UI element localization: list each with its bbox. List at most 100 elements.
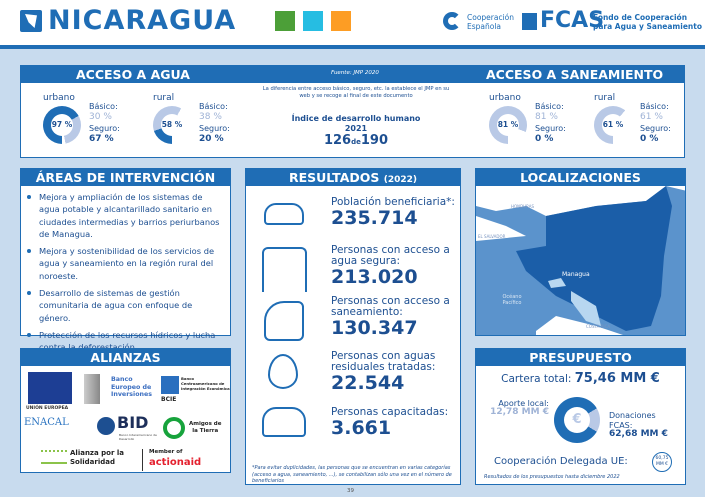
page-title: NICARAGUA	[48, 5, 237, 36]
map-costa-rica	[536, 316, 623, 335]
sdg-3-icon	[275, 11, 295, 31]
amigos-logo: Amigos de la Tierra	[189, 421, 222, 434]
basico-label: Básico:	[199, 102, 228, 111]
resultado-residuales: Personas con aguas residuales tratadas: 2…	[331, 350, 436, 394]
seguro-value: 0 %	[640, 134, 659, 144]
bid-globe-icon	[97, 417, 115, 435]
page-number: 39	[347, 488, 354, 494]
area-label: rural	[594, 93, 616, 103]
sdg-6-icon	[303, 11, 323, 31]
seguro-value: 67 %	[89, 134, 114, 144]
presupuesto-note: Resultados de los presupuestos hasta dic…	[484, 474, 620, 480]
member-of: Member of	[149, 449, 183, 455]
enacal-logo: ENACAL	[24, 417, 69, 428]
resultados-title: RESULTADOS (2022)	[246, 169, 460, 186]
cooperacion-logo: Cooperación Española	[467, 13, 515, 31]
seguro-label: Seguro:	[535, 124, 566, 133]
bei-logo: Banco Europeo de Inversiones	[111, 376, 153, 398]
area-label: rural	[153, 93, 175, 103]
acceso-panel: ACCESO A AGUA Fuente: JMP 2020 ACCESO A …	[20, 65, 685, 158]
resultado-capacitadas: Personas capacitadas: 3.661	[331, 406, 449, 439]
sdg-11-icon	[331, 11, 351, 31]
seguro-value: 0 %	[535, 134, 554, 144]
delegada-value: 60,75 MM €	[652, 452, 672, 472]
cooperacion-delegada: Cooperación Delegada UE:	[494, 456, 628, 467]
seguro-value: 20 %	[199, 134, 224, 144]
resultado-saneamiento: Personas con acceso a saneamiento: 130.34…	[331, 295, 450, 339]
access-donut: 61 %	[594, 106, 632, 144]
access-total: 58 %	[161, 114, 183, 136]
donaciones-fcas: Donaciones FCAS: 62,68 MM €	[609, 411, 668, 439]
alianzas-title: ALIANZAS	[21, 349, 230, 366]
amigos-ring-icon	[163, 417, 185, 439]
jmp-note: La diferencia entre acceso básico, segur…	[262, 86, 450, 99]
basico-value: 81 %	[535, 112, 558, 122]
access-values: Básico: 30 % Seguro: 67 %	[89, 101, 120, 145]
basico-value: 30 %	[89, 112, 112, 122]
map-lake-nicaragua	[571, 291, 601, 326]
access-total: 61 %	[602, 114, 624, 136]
access-donut: 81 %	[489, 106, 527, 144]
bid-sub: Banco Interamericano de Desarrollo	[119, 433, 157, 441]
seguro-label: Seguro:	[199, 124, 230, 133]
map-label-el-salvador: EL SALVADOR	[478, 234, 506, 239]
basico-value: 61 %	[640, 112, 663, 122]
access-values: Básico: 38 % Seguro: 20 %	[199, 101, 230, 145]
aporte-local: Aporte local: 12,78 MM €	[490, 399, 549, 417]
localizaciones-title: LOCALIZACIONES	[476, 169, 685, 186]
seguro-label: Seguro:	[89, 124, 120, 133]
pipe-icon	[264, 301, 304, 341]
eu-flag-icon	[28, 372, 72, 404]
faucet-icon	[262, 247, 307, 292]
map-el-salvador	[476, 216, 526, 241]
eu-logo: UNIÓN EUROPEA	[26, 406, 69, 411]
bei-mark-icon	[84, 374, 100, 404]
basico-value: 38 %	[199, 112, 222, 122]
access-values: Básico: 81 % Seguro: 0 %	[535, 101, 566, 145]
fcas-drop-icon	[522, 13, 537, 30]
access-donut: 58 %	[153, 106, 191, 144]
resultados-footnote: *Para evitar duplicidades, las personas …	[252, 465, 452, 484]
map-label-honduras: HONDURAS	[511, 204, 535, 209]
people-icon	[264, 203, 304, 225]
access-total: 81 %	[497, 114, 519, 136]
training-badge-icon	[262, 407, 306, 437]
map-label-costa-rica: COSTA RICA	[586, 324, 611, 329]
areas-title: ÁREAS DE INTERVENCIÓN	[21, 169, 230, 186]
seguro-label: Seguro:	[640, 124, 671, 133]
bcie-mark-icon	[161, 376, 179, 394]
idh: Índice de desarrollo humano 2021 126de19…	[291, 114, 421, 148]
cartera-total: Cartera total: 75,46 MM €	[501, 371, 660, 386]
alianza-logo: Alianza por la Solidaridad	[70, 449, 124, 466]
euro-icon: €	[564, 407, 590, 433]
basico-label: Básico:	[535, 102, 564, 111]
fcas-logo: FCAS	[540, 8, 605, 33]
alianza-mark-icon	[41, 450, 67, 464]
area-label: urbano	[43, 93, 75, 103]
map-label-oceano: Océano Pacífico	[502, 294, 522, 306]
localizaciones-panel: LOCALIZACIONES HONDURAS EL SALVADOR Mana…	[475, 168, 686, 336]
saneamiento-title: ACCESO A SANEAMIENTO	[486, 67, 664, 82]
cooperacion-logo-icon	[443, 12, 461, 30]
resultados-panel: RESULTADOS (2022) Población beneficiaria…	[245, 168, 461, 485]
basico-label: Básico:	[640, 102, 669, 111]
header-divider	[0, 45, 705, 49]
bcie-logo: BCIE	[161, 396, 177, 403]
actionaid-logo: actionaid	[149, 457, 202, 468]
bcie-name: Banco Centroamericano de Integración Eco…	[181, 376, 230, 391]
resultado-poblacion: Población beneficiaria*: 235.714	[331, 196, 455, 229]
nicaragua-map	[476, 186, 685, 335]
water-recycle-icon	[268, 354, 298, 389]
access-donut: 97 %	[43, 106, 81, 144]
map-lake-managua	[548, 278, 566, 288]
fuente: Fuente: JMP 2020	[331, 70, 379, 76]
agua-title: ACCESO A AGUA	[76, 67, 190, 82]
basico-label: Básico:	[89, 102, 118, 111]
areas-panel: ÁREAS DE INTERVENCIÓN Mejora y ampliació…	[20, 168, 231, 352]
area-label: urbano	[489, 93, 521, 103]
map-label-managua: Managua	[562, 271, 590, 278]
area-item: Mejora y sostenibilidad de los servicios…	[23, 245, 222, 282]
access-values: Básico: 61 % Seguro: 0 %	[640, 101, 671, 145]
access-total: 97 %	[51, 114, 73, 136]
logo-divider	[142, 449, 143, 471]
